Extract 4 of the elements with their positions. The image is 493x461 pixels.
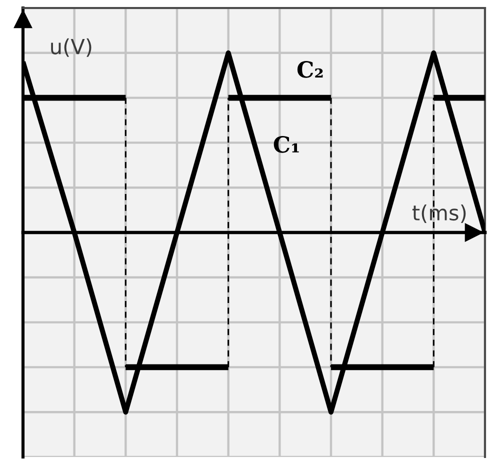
y-axis-title: u(V): [51, 38, 92, 57]
series-label: C₂: [297, 61, 323, 78]
x-axis-title: t(ms): [412, 204, 466, 224]
series-label: C₁: [274, 136, 299, 153]
